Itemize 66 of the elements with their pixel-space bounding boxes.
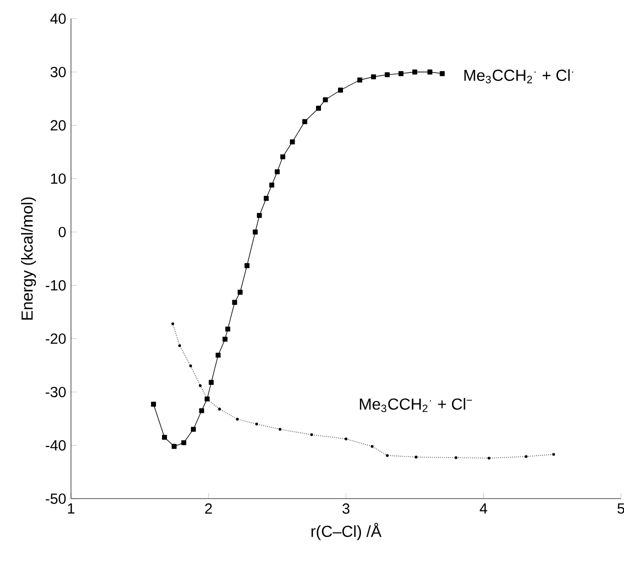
annotation: Me$_{3}$CCH$_{2}$$^{·}$ + Cl$^{·}$ — [464, 69, 574, 84]
x-axis-title: r(C–Cl) /Å — [312, 522, 382, 540]
point — [222, 336, 228, 342]
point — [524, 455, 528, 458]
point — [236, 418, 239, 421]
y-tick-label: -50 — [46, 493, 66, 504]
point — [488, 456, 490, 460]
point — [412, 70, 418, 74]
point — [225, 326, 230, 332]
y-tick-label: -20 — [46, 333, 66, 344]
y-tick-label: -40 — [46, 440, 66, 451]
x-tick-label: 2 — [205, 503, 212, 514]
point — [414, 456, 418, 458]
y-tick-label: -30 — [46, 386, 66, 398]
point — [398, 71, 404, 76]
x-tick-label: 5 — [618, 503, 624, 514]
point — [386, 454, 389, 457]
y-tick-label: 30 — [50, 66, 66, 78]
point — [171, 322, 174, 326]
point — [290, 139, 295, 144]
point — [181, 440, 186, 446]
point — [316, 106, 321, 111]
x-tick-label: 3 — [342, 503, 350, 514]
point — [218, 408, 221, 410]
point — [454, 456, 458, 460]
x-tick-label: 1 — [68, 503, 74, 514]
point — [244, 263, 250, 268]
point — [255, 422, 258, 426]
point — [344, 438, 348, 440]
point — [252, 230, 258, 234]
y-axis-title: Energy (kcal/mol) — [21, 197, 36, 320]
point — [371, 74, 376, 80]
y-tick-label: -10 — [46, 280, 66, 291]
point — [278, 428, 282, 431]
point — [302, 119, 308, 124]
point — [264, 196, 269, 201]
point — [190, 426, 196, 432]
point — [322, 97, 328, 102]
point — [310, 433, 314, 436]
point — [216, 352, 221, 358]
point — [208, 380, 214, 385]
point — [280, 154, 286, 160]
x-tick-label: 4 — [480, 503, 488, 514]
y-tick-label: 20 — [50, 120, 66, 131]
y-tick-label: 0 — [58, 226, 66, 238]
point — [178, 344, 182, 348]
point — [238, 290, 243, 295]
point — [552, 452, 556, 456]
point — [370, 445, 374, 448]
point — [151, 402, 156, 407]
point — [357, 78, 362, 82]
y-tick-label: 40 — [50, 13, 66, 24]
annotation: Me$_{3}$CCH$_{2}$$^{·}$ + Cl$^{−}$ — [360, 398, 472, 412]
point — [338, 88, 343, 93]
point — [256, 213, 262, 218]
point — [232, 300, 238, 305]
point — [162, 434, 167, 440]
point — [384, 72, 390, 78]
point — [172, 444, 177, 449]
point — [189, 364, 192, 368]
point — [269, 182, 274, 188]
point — [427, 70, 432, 74]
y-tick-label: 10 — [51, 173, 66, 184]
point — [198, 384, 202, 387]
point — [440, 71, 445, 76]
point — [199, 408, 204, 414]
